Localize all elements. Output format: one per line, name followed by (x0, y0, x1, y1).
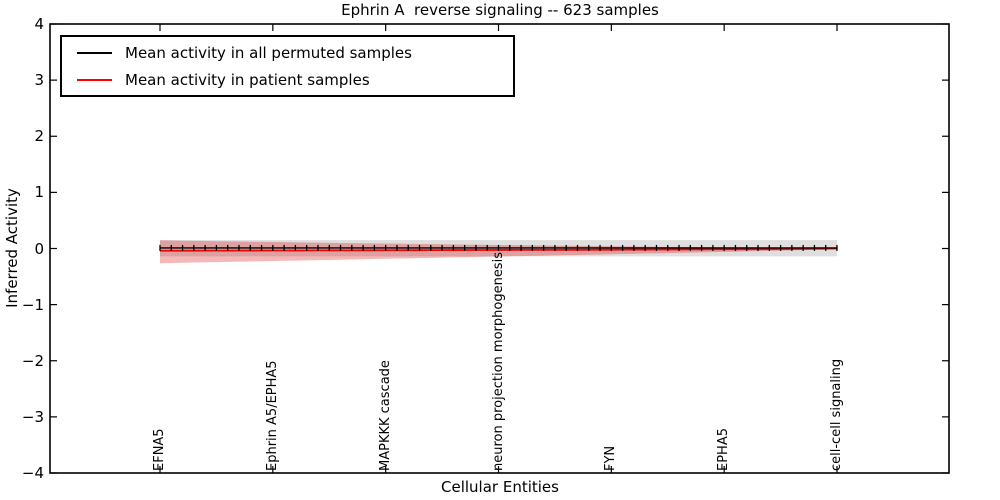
y-tick-label: −2 (21, 351, 44, 370)
legend: Mean activity in all permuted samples Me… (60, 35, 515, 97)
legend-line-patient-icon (77, 78, 112, 81)
x-tick-label: EPHA5 (716, 428, 732, 471)
chart-title: Ephrin A reverse signaling -- 623 sample… (341, 1, 659, 19)
x-tick-label: Ephrin A5/EPHA5 (264, 360, 280, 471)
y-tick-label: 2 (34, 127, 44, 146)
y-tick-label: −4 (21, 464, 44, 482)
x-tick-label: neuron projection morphogenesis (490, 252, 506, 471)
y-tick-label: −3 (21, 407, 44, 426)
x-tick-label: FYN (603, 445, 619, 471)
legend-entry-permuted: Mean activity in all permuted samples (62, 39, 513, 66)
x-tick-label: EFNA5 (152, 428, 167, 471)
y-tick-label: 0 (34, 239, 44, 258)
y-tick-label: 1 (34, 183, 44, 202)
legend-label-patient: Mean activity in patient samples (125, 70, 370, 89)
legend-line-permuted-icon (77, 51, 112, 54)
y-tick-label: 4 (34, 15, 44, 33)
y-tick-label: 3 (34, 71, 44, 90)
x-tick-label: cell-cell signaling (829, 358, 844, 471)
x-tick-label: MAPKKK cascade (377, 360, 393, 471)
x-axis-label: Cellular Entities (441, 478, 559, 496)
legend-entry-patient: Mean activity in patient samples (62, 66, 513, 93)
legend-label-permuted: Mean activity in all permuted samples (125, 43, 412, 62)
y-tick-label: −1 (21, 295, 44, 314)
